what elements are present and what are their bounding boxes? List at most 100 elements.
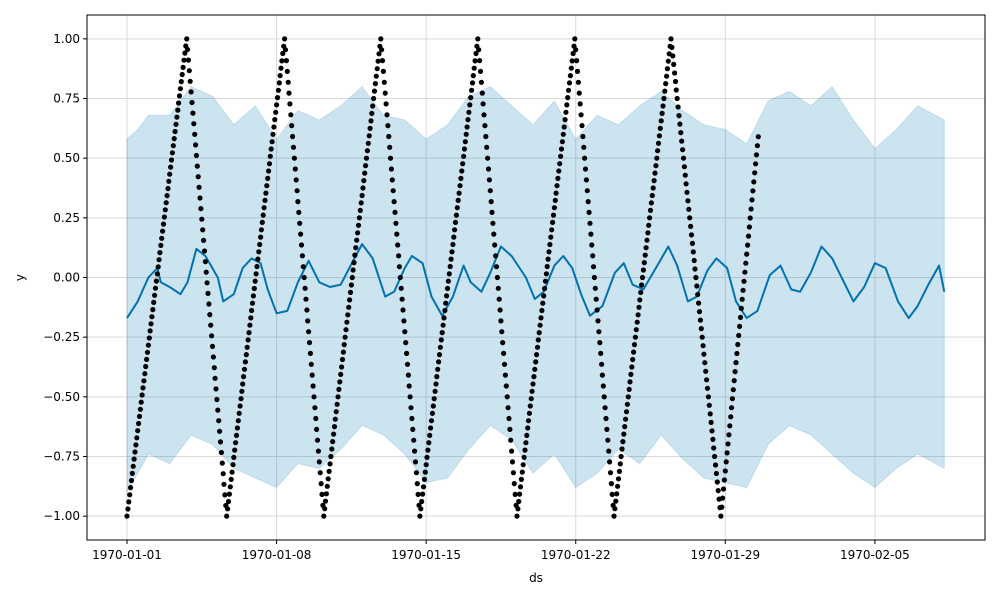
observed-point [197,195,203,201]
observed-point [307,350,313,356]
observed-point [346,304,352,310]
observed-point [525,425,531,431]
forecast-line [126,243,946,320]
observed-point [595,318,601,324]
observed-point [213,386,219,392]
x-tick-label: 1970-01-01 [92,548,162,562]
observed-point [374,66,380,72]
observed-point [180,64,186,70]
observed-point [365,140,371,146]
observed-point [731,378,737,384]
observed-point [412,448,418,454]
observed-point [737,314,744,320]
observed-point [567,73,574,79]
observed-point [400,307,406,313]
y-tick-label: −0.50 [43,390,80,404]
observed-point [710,436,716,442]
observed-point [686,206,692,212]
observed-point [397,274,403,281]
observed-point [649,192,655,199]
observed-point [404,350,410,356]
observed-point [160,221,167,227]
observed-point [147,328,153,334]
observed-point [311,394,317,400]
observed-point [252,278,258,284]
observed-point [601,394,607,400]
observed-point [504,394,510,400]
observed-point [263,190,269,196]
observed-point [591,274,598,281]
observed-point [528,396,534,402]
observed-point [491,231,497,237]
observed-point [606,448,612,454]
observed-point [409,415,415,422]
observed-point [332,416,338,422]
observed-point [144,349,151,355]
observed-point [685,198,691,204]
observed-point [732,369,738,375]
observed-point [628,371,634,377]
observed-point [643,245,649,251]
observed-point [720,486,727,492]
observed-point [243,352,249,358]
observed-point [405,372,411,378]
observed-point [578,112,584,118]
observed-point [751,179,757,185]
observed-point [268,146,274,152]
observed-point [664,66,671,72]
observed-point [749,197,755,203]
observed-point [407,394,413,400]
observed-point [755,134,761,140]
observed-point [381,79,387,85]
observed-point [287,101,293,107]
observed-point [387,155,394,161]
observed-point [473,50,479,57]
observed-point [662,88,668,94]
observed-point [521,454,527,460]
observed-point [514,513,520,519]
observed-point [203,269,209,275]
observed-point [631,342,638,348]
observed-point [258,234,264,240]
observed-point [654,155,660,161]
observed-point [640,267,647,273]
x-tick-label: 1970-01-08 [242,548,312,562]
observed-point [155,264,161,270]
observed-point [705,394,712,400]
observed-point [499,329,505,335]
observed-point [329,446,335,452]
observed-point [161,214,167,220]
observed-point [532,366,538,372]
observed-point [617,461,623,467]
observed-point [384,112,390,118]
observed-point [342,334,348,340]
observed-point [288,112,294,118]
observed-point [275,87,281,93]
observed-point [312,405,318,411]
observed-point [674,95,680,102]
observed-point [191,121,197,127]
observed-point [681,164,688,170]
observed-point [159,235,165,241]
observed-point [659,110,665,116]
observed-point [258,227,264,233]
observed-point [533,359,539,365]
observed-point [740,287,746,293]
observed-point [322,506,328,512]
observed-point [745,242,751,248]
observed-point [608,481,615,487]
observed-point [215,407,221,413]
observed-point [735,341,741,348]
observed-point [160,228,166,234]
observed-point [475,36,481,42]
observed-point [378,36,384,42]
observed-point [725,441,731,447]
observed-point [633,327,639,333]
observed-point [256,249,262,255]
observed-point [698,326,704,332]
observed-point [656,133,663,139]
observed-point [652,170,658,176]
observed-point [184,46,191,53]
observed-point [293,177,299,183]
observed-point [660,103,666,109]
